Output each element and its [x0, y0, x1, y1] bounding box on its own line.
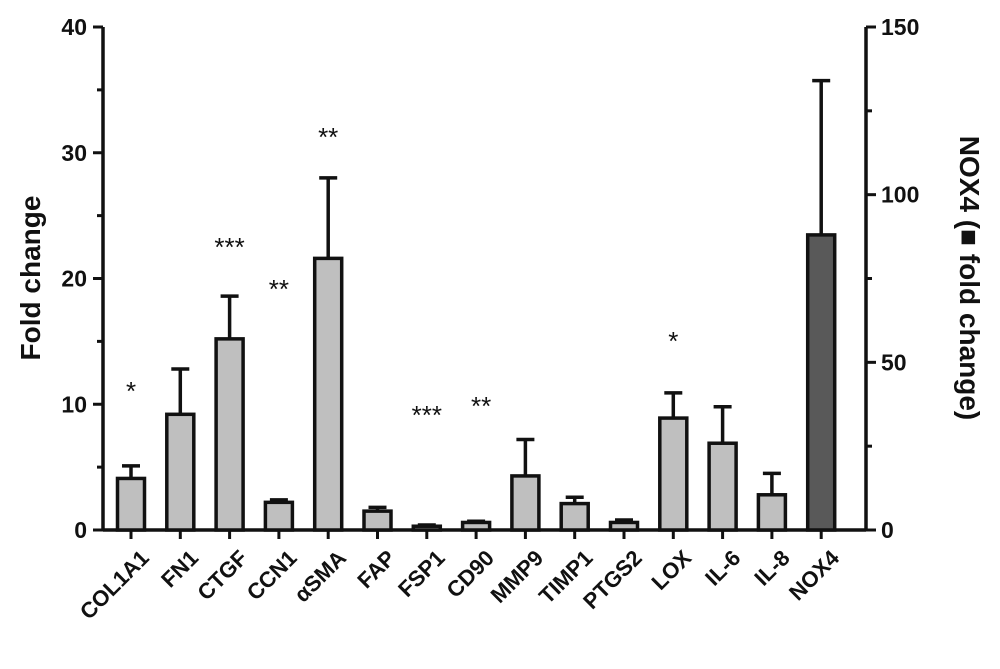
bar-lox — [658, 416, 689, 532]
bars — [115, 78, 837, 532]
y-tick-label-left: 30 — [61, 140, 87, 166]
significance-marker: * — [668, 326, 678, 356]
y-tick-label-left: 40 — [61, 14, 87, 40]
bar-fsp1 — [411, 524, 443, 532]
y-tick-label-right: 100 — [881, 182, 919, 208]
y-tick-label-left: 20 — [61, 266, 87, 292]
bar-ccn1 — [263, 500, 295, 532]
significance-marker: *** — [214, 232, 244, 262]
y-tick-label-left: 0 — [74, 517, 87, 543]
y-tick-label-right: 50 — [881, 349, 907, 375]
y-axis-title: Fold change — [15, 196, 46, 361]
bar-fn1 — [165, 412, 196, 532]
bar-ctgf — [214, 337, 245, 532]
bar-il6 — [707, 441, 738, 532]
category-label: MMP9 — [486, 545, 549, 608]
category-label: FAP — [352, 545, 400, 593]
bar-fap — [362, 509, 393, 532]
y-tick-label-right: 150 — [881, 14, 919, 40]
category-label: CCN1 — [242, 545, 302, 605]
bar-mmp9 — [510, 474, 541, 532]
bar-sma — [312, 256, 344, 532]
bar-col1a1 — [115, 476, 147, 532]
bar-timp1 — [559, 501, 590, 532]
bar-nox4 — [805, 233, 837, 532]
significance-marker: ** — [269, 274, 289, 304]
category-label: CTGF — [192, 545, 252, 605]
category-label: COL1A1 — [75, 545, 154, 624]
y-tick-label-right: 0 — [881, 517, 894, 543]
category-label: LOX — [646, 545, 696, 595]
axes — [93, 25, 876, 539]
significance-marker: ** — [318, 122, 338, 152]
y-axis-right-title: NOX4 (■ fold change) — [954, 136, 985, 420]
category-label: IL-6 — [700, 545, 745, 590]
bar-ptgs2 — [608, 520, 640, 532]
significance-marker: *** — [412, 400, 442, 430]
category-label: αSMA — [289, 545, 351, 607]
significance-marker: ** — [471, 391, 491, 421]
significance-marker: * — [126, 376, 136, 406]
category-label: FSP1 — [393, 545, 450, 602]
bar-cd90 — [460, 520, 492, 532]
y-tick-label-left: 10 — [61, 391, 87, 417]
bar-il8 — [756, 493, 788, 532]
category-label: NOX4 — [784, 545, 845, 606]
